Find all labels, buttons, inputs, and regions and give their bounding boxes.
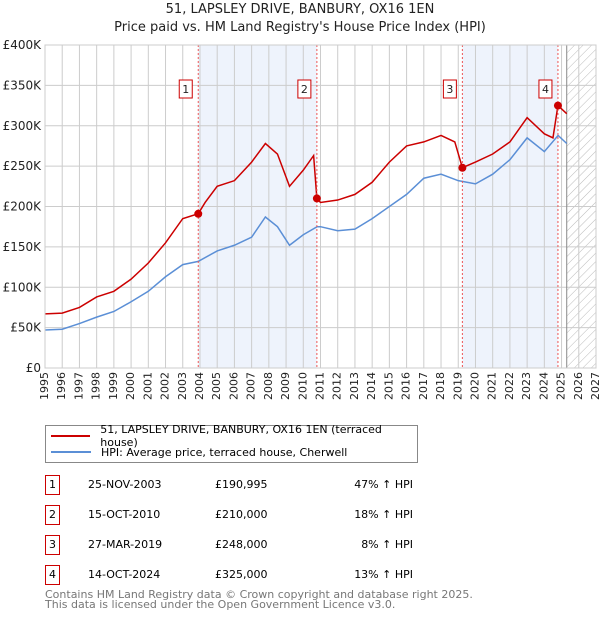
sale-date: 14-OCT-2024: [88, 568, 161, 581]
footer-licence: This data is licensed under the Open Gov…: [45, 598, 396, 611]
x-tick-label: 2024: [537, 372, 550, 400]
sale-price: £325,000: [215, 568, 268, 581]
property-price-line: [44, 104, 568, 315]
sale-date: 27-MAR-2019: [88, 538, 163, 551]
sale-price: £210,000: [215, 508, 268, 521]
x-tick-label: 2005: [210, 372, 223, 400]
chart-subtitle: Price paid vs. HM Land Registry's House …: [114, 20, 486, 35]
x-tick-label: 2025: [555, 372, 568, 400]
x-tick-label: 2010: [296, 372, 309, 400]
legend-hpi-swatch: [51, 451, 91, 453]
x-tick-label: 2015: [382, 372, 395, 400]
legend-hpi-label: HPI: Average price, terraced house, Cher…: [101, 445, 348, 459]
y-tick-label: £150K: [3, 240, 43, 254]
sale-marker: 1: [45, 475, 60, 495]
x-tick-label: 2006: [227, 372, 240, 400]
y-tick-label: £250K: [3, 159, 43, 173]
y-tick-label: £100K: [3, 280, 43, 294]
sale-point: [194, 209, 203, 218]
sale-marker-label: 4: [542, 83, 549, 96]
sale-row: 4 14-OCT-2024 £325,000 13% ↑ HPI: [45, 565, 445, 585]
sale-date: 25-NOV-2003: [88, 478, 162, 491]
y-tick-label: £300K: [3, 119, 43, 133]
sale-marker-label: 3: [446, 83, 453, 96]
price-chart: 1995 1996 1997 1998 1999 2000 2001 2002 2003 2004…: [3, 38, 600, 400]
x-tick-label: 2017: [417, 372, 430, 400]
x-tick-label: 2022: [503, 372, 516, 400]
x-tick-label: 2014: [365, 372, 378, 400]
x-tick-label: 2011: [314, 372, 327, 400]
y-tick-label: £400K: [3, 38, 43, 52]
x-tick-label: 2012: [331, 372, 344, 400]
x-tick-label: 2019: [451, 372, 464, 400]
x-tick-label: 1999: [107, 372, 120, 400]
sale-price: £248,000: [215, 538, 268, 551]
x-tick-label: 1997: [72, 372, 85, 400]
x-tick-label: 2021: [486, 372, 499, 400]
legend-property-label: 51, LAPSLEY DRIVE, BANBURY, OX16 1EN (te…: [100, 423, 382, 449]
sale-row: 3 27-MAR-2019 £248,000 8% ↑ HPI: [45, 535, 445, 555]
sale-marker-label: 2: [301, 83, 308, 96]
sale-marker-box: [538, 79, 553, 99]
x-tick-label: 1996: [55, 372, 68, 400]
legend-property-swatch: [51, 435, 91, 437]
x-tick-label: 2008: [262, 372, 275, 400]
chart-title: 51, LAPSLEY DRIVE, BANBURY, OX16 1EN: [165, 2, 435, 17]
sale-date: 15-OCT-2010: [88, 508, 161, 521]
sale-row: 1 25-NOV-2003 £190,995 47% ↑ HPI: [45, 475, 445, 495]
sale-point: [553, 101, 562, 110]
y-tick-label: £50K: [10, 321, 42, 335]
sale-marker: 4: [45, 565, 60, 585]
hpi-line: [44, 134, 568, 331]
x-tick-label: 2007: [245, 372, 258, 400]
sale-marker: 2: [45, 505, 60, 525]
footer: Contains HM Land Registry data © Crown c…: [45, 588, 473, 611]
legend: 51, LAPSLEY DRIVE, BANBURY, OX16 1EN (te…: [45, 423, 418, 463]
x-tick-label: 1998: [90, 372, 103, 400]
x-tick-label: 1995: [38, 372, 51, 400]
x-tick-label: 2000: [124, 372, 137, 400]
x-tick-label: 2016: [400, 372, 413, 400]
sale-hpi-change: 18% ↑ HPI: [354, 508, 413, 521]
y-tick-label: £200K: [3, 200, 43, 214]
x-tick-label: 2009: [279, 372, 292, 400]
sale-point: [458, 163, 467, 172]
x-tick-label: 2026: [572, 372, 585, 400]
x-tick-label: 2027: [589, 372, 600, 400]
sale-marker-box: [297, 79, 312, 99]
sale-row: 2 15-OCT-2010 £210,000 18% ↑ HPI: [45, 505, 445, 525]
x-tick-label: 2023: [520, 372, 533, 400]
sale-hpi-change: 47% ↑ HPI: [354, 478, 413, 491]
x-tick-label: 2018: [434, 372, 447, 400]
footer-copyright: Contains HM Land Registry data © Crown c…: [45, 588, 473, 601]
sale-marker-box: [442, 79, 457, 99]
x-tick-label: 2020: [468, 372, 481, 400]
sale-hpi-change: 13% ↑ HPI: [354, 568, 413, 581]
y-tick-label: £0: [26, 361, 41, 375]
sale-marker: 3: [45, 535, 60, 555]
x-tick-label: 2003: [176, 372, 189, 400]
x-tick-label: 2013: [348, 372, 361, 400]
sale-hpi-change: 8% ↑ HPI: [361, 538, 413, 551]
y-tick-label: £350K: [3, 78, 43, 92]
sale-price: £190,995: [215, 478, 268, 491]
x-tick-label: 2002: [159, 372, 172, 400]
x-tick-label: 2004: [193, 372, 206, 400]
x-tick-label: 2001: [141, 372, 154, 400]
sale-marker-box: [178, 79, 193, 99]
sale-point: [312, 194, 321, 203]
sale-marker-label: 1: [182, 83, 189, 96]
